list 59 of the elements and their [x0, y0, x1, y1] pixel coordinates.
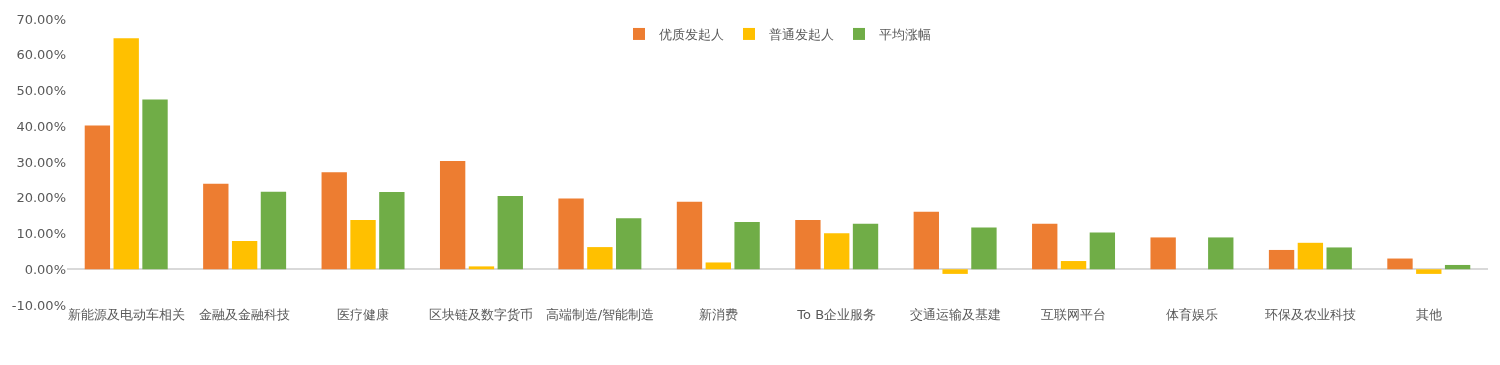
bar — [439, 160, 466, 270]
x-tick-label: 环保及农业科技 — [1264, 307, 1356, 322]
bar — [676, 201, 703, 270]
bar — [231, 241, 258, 270]
legend-label: 普通发起人 — [769, 27, 834, 43]
bar — [1387, 258, 1413, 270]
x-tick-label: 交通运输及基建 — [909, 307, 1001, 322]
bar — [824, 233, 850, 270]
bar — [795, 219, 821, 270]
bar — [942, 269, 968, 274]
bar — [1032, 223, 1058, 270]
bar — [1268, 249, 1295, 270]
x-tick-label: 高端制造/智能制造 — [545, 307, 655, 322]
bar — [260, 191, 287, 270]
bar — [587, 247, 613, 270]
y-tick-label: 30.00% — [16, 154, 66, 170]
y-tick-label: 50.00% — [16, 83, 66, 99]
bar — [1060, 261, 1087, 270]
bar — [321, 172, 347, 270]
x-tick-label: 新消费 — [698, 307, 738, 322]
y-tick-label: 0.00% — [24, 261, 66, 277]
x-tick-label: 医疗健康 — [337, 307, 390, 322]
bar — [379, 192, 405, 270]
bar — [1297, 242, 1324, 270]
x-tick-label: 新能源及电动车相关 — [67, 307, 185, 322]
legend-label: 优质发起人 — [659, 27, 724, 43]
bar — [1089, 232, 1116, 270]
legend-label: 平均涨幅 — [879, 27, 931, 43]
x-tick-label: 体育娱乐 — [1165, 307, 1218, 322]
x-tick-label: 互联网平台 — [1041, 307, 1107, 322]
bar — [1150, 237, 1176, 270]
x-tick-label: 区块链及数字货币 — [429, 307, 534, 322]
y-tick-label: 40.00% — [16, 118, 66, 134]
bar — [1416, 269, 1442, 274]
bar — [616, 218, 642, 270]
bar — [1326, 247, 1352, 270]
x-tick-label: 其他 — [1415, 307, 1442, 322]
bar — [468, 266, 495, 270]
x-tick-label: 金融及金融科技 — [199, 307, 291, 322]
bar — [113, 38, 139, 270]
bar — [350, 219, 376, 270]
y-tick-label: -10.00% — [11, 297, 66, 313]
y-tick-label: 60.00% — [16, 47, 66, 63]
bar — [84, 125, 111, 270]
bar — [203, 183, 229, 270]
y-tick-label: 70.00% — [16, 11, 66, 27]
bar — [705, 262, 731, 270]
bar — [1444, 264, 1471, 270]
bar — [971, 227, 997, 270]
bar — [852, 223, 879, 270]
bar — [1208, 237, 1234, 270]
bar — [913, 211, 939, 270]
bar — [734, 222, 760, 270]
y-tick-label: 10.00% — [16, 226, 66, 242]
y-tick-label: 20.00% — [16, 190, 66, 206]
bar — [142, 99, 168, 270]
bar — [497, 195, 523, 270]
bar — [558, 198, 584, 270]
x-tick-label: To B企业服务 — [796, 307, 877, 322]
